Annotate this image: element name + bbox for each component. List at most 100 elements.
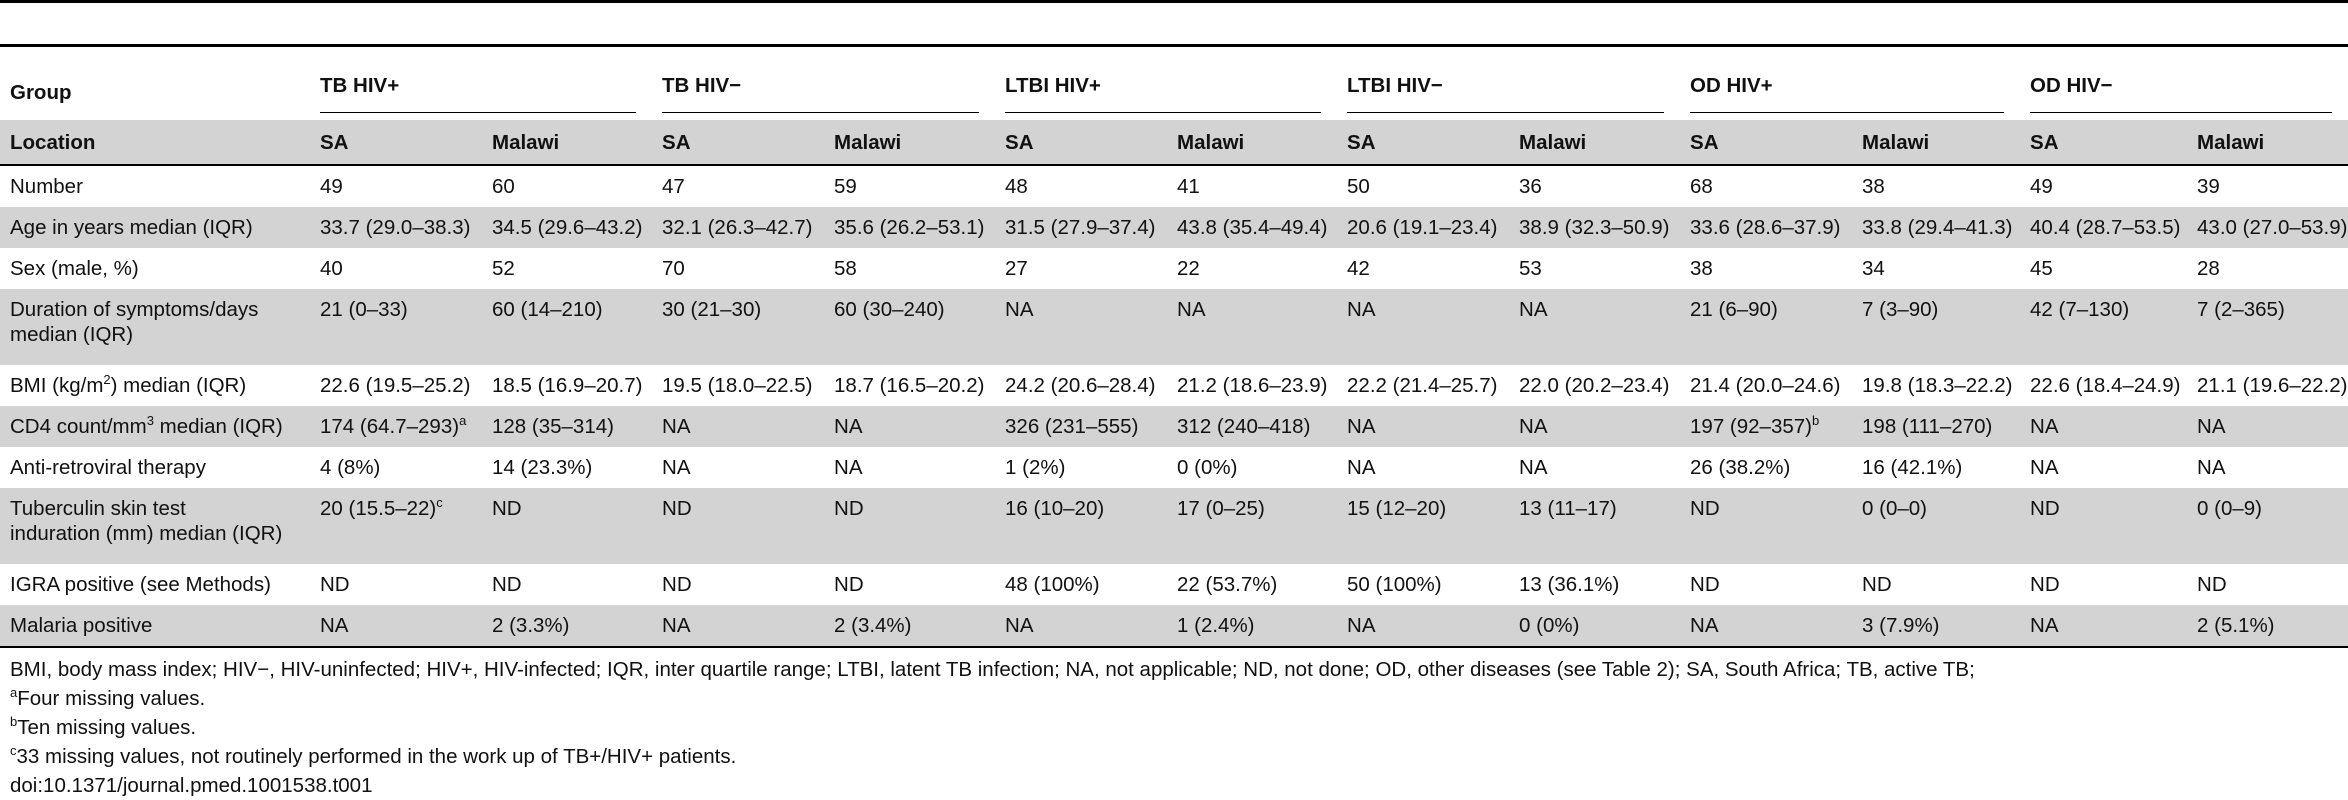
- table-cell: 7 (2–365): [2187, 289, 2348, 365]
- table-cell: 326 (231–555): [995, 406, 1168, 447]
- group-header-label: Group: [10, 81, 72, 104]
- table-cell: 21 (0–33): [310, 289, 482, 365]
- table-cell: 53: [1519, 257, 1542, 280]
- table-cell: 40.4 (28.7–53.5): [2020, 207, 2188, 248]
- table-cell: 47: [662, 175, 685, 198]
- table-cell: ND: [1690, 573, 1720, 596]
- table-cell: 14 (23.3%): [492, 456, 593, 479]
- table-cell: 60 (14–210): [482, 289, 653, 365]
- table-cell: 43.8 (35.4–49.4): [1167, 207, 1338, 248]
- table-cell: 32.1 (26.3–42.7): [652, 207, 825, 248]
- table-cell: NA: [1337, 605, 1510, 648]
- table-cell: 70: [662, 257, 685, 280]
- table-cell: 22.6 (18.4–24.9): [2030, 374, 2181, 397]
- table-row: Duration of symptoms/days median (IQR) 21 …: [0, 289, 2348, 365]
- table-cell: 49: [2030, 175, 2053, 198]
- table-cell: 50: [1347, 175, 1370, 198]
- table-cell: 0 (0–0): [1852, 488, 2021, 564]
- table-cell: 41: [1177, 175, 1200, 198]
- table-cell: 3 (7.9%): [1852, 605, 2021, 648]
- table-cell: ND: [834, 573, 864, 596]
- table-cell: 33.6 (28.6–37.9): [1680, 207, 1853, 248]
- table-cell: 31.5 (27.9–37.4): [995, 207, 1168, 248]
- table-cell: NA: [2020, 406, 2188, 447]
- group-header-od-hiv-pos: OD HIV+: [1680, 47, 2020, 120]
- row-label: Malaria positive: [0, 605, 310, 648]
- table-cell: 34.5 (29.6–43.2): [482, 207, 653, 248]
- table-cell: NA: [1519, 456, 1548, 479]
- table-cell: NA: [2197, 456, 2226, 479]
- table-cell: 15 (12–20): [1337, 488, 1510, 564]
- table-footnotes: BMI, body mass index; HIV−, HIV-uninfect…: [10, 655, 2340, 800]
- location-header-cell: SA: [1680, 120, 1853, 166]
- table-cell: 60: [492, 175, 515, 198]
- table-cell: 2 (5.1%): [2187, 605, 2348, 648]
- table-cell: 0 (0%): [1509, 605, 1681, 648]
- table-cell: 45: [2030, 257, 2053, 280]
- row-label: Age in years median (IQR): [0, 207, 310, 248]
- table-cell: 48 (100%): [1005, 573, 1100, 596]
- table-cell: ND: [1680, 488, 1853, 564]
- table-cell: 35.6 (26.2–53.1): [824, 207, 996, 248]
- row-label: Number: [10, 175, 83, 198]
- location-header-cell: Malawi: [1509, 120, 1681, 166]
- table-cell: 68: [1690, 175, 1713, 198]
- footnote-marker: a: [459, 413, 467, 429]
- table-cell: 22.2 (21.4–25.7): [1347, 374, 1498, 397]
- table-cell: 21.2 (18.6–23.9): [1177, 374, 1328, 397]
- table-cell: 34: [1862, 257, 1885, 280]
- table-cell: 21.4 (20.0–24.6): [1690, 374, 1841, 397]
- table-cell: 18.7 (16.5–20.2): [834, 374, 985, 397]
- location-header-row: Location SA Malawi SA Malawi SA Malawi S…: [0, 120, 2348, 166]
- group-header-tb-hiv-neg: TB HIV−: [652, 47, 995, 120]
- location-header-cell: Malawi: [2187, 120, 2348, 166]
- table-cell: 50 (100%): [1347, 573, 1442, 596]
- table-cell: 43.0 (27.0–53.9): [2187, 207, 2348, 248]
- table-cell: 174 (64.7–293)a: [310, 406, 482, 447]
- table-cell: 7 (3–90): [1852, 289, 2021, 365]
- footnote-marker: b: [1812, 413, 1820, 429]
- row-label: Sex (male, %): [10, 257, 139, 280]
- table-cell: NA: [652, 605, 825, 648]
- table-row: CD4 count/mm3 median (IQR) 174 (64.7–293)…: [0, 406, 2348, 447]
- location-header-cell: SA: [310, 120, 482, 166]
- table-cell: 36: [1519, 175, 1542, 198]
- table-cell: NA: [1337, 406, 1510, 447]
- table-cell: ND: [1862, 573, 1892, 596]
- table-cell: 30 (21–30): [652, 289, 825, 365]
- table-cell: 27: [1005, 257, 1028, 280]
- group-header-tb-hiv-pos: TB HIV+: [310, 47, 652, 120]
- table-cell: NA: [834, 456, 863, 479]
- table-row: Age in years median (IQR) 33.7 (29.0–38.3…: [0, 207, 2348, 248]
- table-cell: 52: [492, 257, 515, 280]
- table-cell: 128 (35–314): [482, 406, 653, 447]
- footnote-b: bTen missing values.: [10, 714, 197, 739]
- table-cell: 42: [1347, 257, 1370, 280]
- table-row: Number 49 60 47 59 48 41 50 36 68 38 49 39: [0, 166, 2348, 207]
- table-cell: 33.7 (29.0–38.3): [310, 207, 482, 248]
- footnote-c: c33 missing values, not routinely perfor…: [10, 743, 737, 768]
- table-cell: 38: [1862, 175, 1885, 198]
- table-cell: NA: [2187, 406, 2348, 447]
- table-cell: 22 (53.7%): [1177, 573, 1278, 596]
- footnote-abbreviations: BMI, body mass index; HIV−, HIV-uninfect…: [10, 658, 1975, 681]
- table-row: BMI (kg/m2) median (IQR) 22.6 (19.5–25.2)…: [0, 365, 2348, 406]
- table-cell: 49: [320, 175, 343, 198]
- row-label: BMI (kg/m2) median (IQR): [10, 372, 247, 397]
- table-cell: NA: [1347, 456, 1376, 479]
- table-cell: 22.0 (20.2–23.4): [1519, 374, 1670, 397]
- table-cell: 13 (11–17): [1509, 488, 1681, 564]
- table-cell: 198 (111–270): [1852, 406, 2021, 447]
- table-cell: 59: [834, 175, 857, 198]
- table-cell: 19.5 (18.0–22.5): [662, 374, 813, 397]
- table-cell: 39: [2197, 175, 2220, 198]
- table-cell: NA: [662, 456, 691, 479]
- table-cell: 21 (6–90): [1680, 289, 1853, 365]
- table-cell: 18.5 (16.9–20.7): [492, 374, 643, 397]
- top-rule: [0, 0, 2348, 3]
- table-body: Number 49 60 47 59 48 41 50 36 68 38 49 39 Age in yea…: [0, 166, 2348, 648]
- table-row: Tuberculin skin test induration (mm) medi…: [0, 488, 2348, 564]
- table-cell: NA: [1337, 289, 1510, 365]
- doi-link[interactable]: doi:10.1371/journal.pmed.1001538.t001: [10, 774, 373, 797]
- table-cell: NA: [995, 605, 1168, 648]
